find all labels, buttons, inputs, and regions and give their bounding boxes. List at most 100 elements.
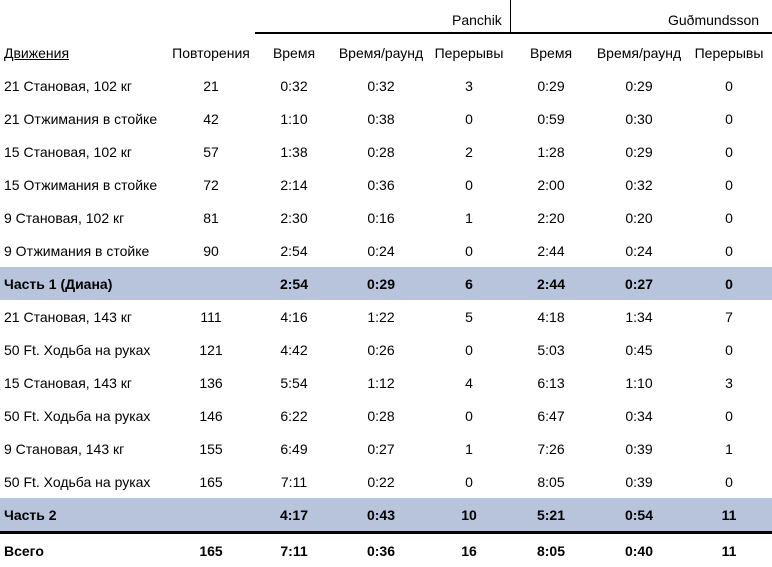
- column-header: Движения: [0, 37, 168, 69]
- table-cell: 0: [686, 168, 772, 201]
- table-cell: 7: [686, 300, 772, 333]
- table-cell: 3: [686, 366, 772, 399]
- table-cell: 0: [428, 465, 510, 498]
- table-cell: 81: [168, 201, 254, 234]
- table-cell: 5:03: [510, 333, 592, 366]
- table-cell: 3: [428, 69, 510, 102]
- table-cell: 0:34: [592, 399, 686, 432]
- table-cell: 0:43: [334, 498, 428, 533]
- table-cell: 0:28: [334, 399, 428, 432]
- table-cell: 1: [428, 201, 510, 234]
- row-label: 21 Становая, 102 кг: [0, 69, 168, 102]
- athlete-divider: [510, 0, 511, 34]
- table-cell: 0: [686, 69, 772, 102]
- table-cell: 1: [428, 432, 510, 465]
- table-cell: 0: [686, 333, 772, 366]
- table-cell: 0:59: [510, 102, 592, 135]
- table-cell: 0:30: [592, 102, 686, 135]
- row-label: 9 Становая, 102 кг: [0, 201, 168, 234]
- column-header: Повторения: [168, 37, 254, 69]
- table-cell: 0:27: [334, 432, 428, 465]
- table-cell: 0:29: [592, 135, 686, 168]
- athlete-header: Panchik Guðmundsson: [0, 0, 772, 34]
- table-cell: 121: [168, 333, 254, 366]
- table-cell: 7:11: [254, 533, 334, 567]
- table-cell: 1:28: [510, 135, 592, 168]
- table-cell: 0:36: [334, 533, 428, 567]
- table-cell: 1: [686, 432, 772, 465]
- athlete-underline: [255, 32, 772, 34]
- column-header: Время/раунд: [592, 37, 686, 69]
- table-cell: 0: [686, 234, 772, 267]
- table-cell: 4:16: [254, 300, 334, 333]
- table-cell: 2:54: [254, 234, 334, 267]
- table-cell: 7:11: [254, 465, 334, 498]
- workout-table: Движения Повторения Время Время/раунд Пе…: [0, 37, 772, 567]
- table-cell: 0:45: [592, 333, 686, 366]
- table-cell: 2:20: [510, 201, 592, 234]
- table-cell: 4:42: [254, 333, 334, 366]
- athlete-name-panchik: Panchik: [452, 12, 502, 28]
- table-cell: 0:36: [334, 168, 428, 201]
- table-cell: 0: [686, 465, 772, 498]
- table-cell: 0:27: [592, 267, 686, 300]
- table-cell: 21: [168, 69, 254, 102]
- table-cell: 6: [428, 267, 510, 300]
- table-cell: 2:14: [254, 168, 334, 201]
- table-cell: 0:32: [334, 69, 428, 102]
- column-header: Время/раунд: [334, 37, 428, 69]
- table-cell: 6:47: [510, 399, 592, 432]
- table-cell: 2: [428, 135, 510, 168]
- table-cell: 4: [428, 366, 510, 399]
- row-label: Часть 2: [0, 498, 168, 533]
- table-cell: 165: [168, 533, 254, 567]
- row-label: 50 Ft. Ходьба на руках: [0, 333, 168, 366]
- row-label: 9 Становая, 143 кг: [0, 432, 168, 465]
- row-label: 50 Ft. Ходьба на руках: [0, 399, 168, 432]
- table-cell: 0: [428, 399, 510, 432]
- table-cell: 0: [686, 399, 772, 432]
- table-cell: 2:54: [254, 267, 334, 300]
- table-cell: 0:20: [592, 201, 686, 234]
- table-cell: 5:21: [510, 498, 592, 533]
- table-cell: [168, 498, 254, 533]
- table-cell: 146: [168, 399, 254, 432]
- table-cell: 0: [686, 267, 772, 300]
- table-cell: 6:22: [254, 399, 334, 432]
- table-cell: 0: [686, 135, 772, 168]
- table-cell: 1:34: [592, 300, 686, 333]
- table-cell: 1:22: [334, 300, 428, 333]
- table-cell: 0:54: [592, 498, 686, 533]
- table-cell: 0: [428, 168, 510, 201]
- table-cell: 0:24: [592, 234, 686, 267]
- column-header: Время: [254, 37, 334, 69]
- table-cell: 2:44: [510, 267, 592, 300]
- table-header-row: Движения Повторения Время Время/раунд Пе…: [0, 37, 772, 69]
- row-label: Всего: [0, 533, 168, 567]
- table-cell: 0: [428, 333, 510, 366]
- table-cell: 0:24: [334, 234, 428, 267]
- table-cell: 0: [686, 201, 772, 234]
- table-cell: 5:54: [254, 366, 334, 399]
- column-header: Время: [510, 37, 592, 69]
- row-label: 15 Становая, 102 кг: [0, 135, 168, 168]
- table-cell: 0:29: [592, 69, 686, 102]
- row-label: Часть 1 (Диана): [0, 267, 168, 300]
- row-label: 9 Отжимания в стойке: [0, 234, 168, 267]
- table-cell: 6:13: [510, 366, 592, 399]
- table-cell: 16: [428, 533, 510, 567]
- row-label: 21 Становая, 143 кг: [0, 300, 168, 333]
